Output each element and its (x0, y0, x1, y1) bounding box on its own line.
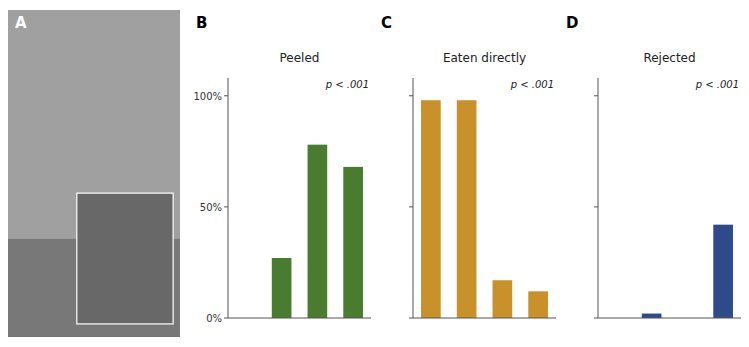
y-tick (224, 95, 228, 96)
bar (308, 145, 328, 318)
figure: B Peeled 0% 50% 100% p < .001 A C Eaten directly… (0, 0, 749, 347)
panel-label: A (15, 14, 27, 32)
y-tick (594, 206, 598, 207)
photo-inset (77, 193, 173, 324)
bar (457, 100, 477, 318)
y-tick (594, 318, 598, 319)
y-axis (598, 78, 599, 318)
y-tick (409, 95, 413, 96)
chart-title: Eaten directly (443, 51, 526, 65)
chart-title: Peeled (280, 51, 320, 65)
y-tick (224, 318, 228, 319)
bars (421, 100, 548, 318)
bar (713, 225, 733, 318)
x-axis (228, 318, 371, 319)
y-tick (594, 95, 598, 96)
bar (528, 291, 548, 318)
p-value: p < .001 (695, 79, 739, 90)
panel-label: C (381, 14, 392, 32)
y-axis (413, 78, 414, 318)
x-axis (413, 318, 556, 319)
p-value: p < .001 (325, 79, 369, 90)
y-tick-label: 100% (193, 91, 222, 102)
bar (642, 314, 662, 318)
panel-label: B (196, 14, 207, 32)
bar (493, 280, 513, 318)
bars (642, 225, 733, 318)
x-axis (598, 318, 741, 319)
y-tick (409, 318, 413, 319)
bar-chart: B Peeled 0% 50% 100% p < .001 (193, 14, 371, 324)
y-tick (409, 206, 413, 207)
chart-title: Rejected (643, 51, 695, 65)
bar (272, 258, 292, 318)
panel-label: D (566, 14, 578, 32)
bar (421, 100, 441, 318)
y-tick-label: 50% (200, 202, 222, 213)
bar-chart: C Eaten directly p < .001 (381, 14, 556, 318)
y-axis (228, 78, 229, 318)
photo-panel (8, 10, 180, 337)
bar (343, 167, 363, 318)
y-tick (224, 206, 228, 207)
photo-background (8, 10, 180, 337)
bar-chart: D Rejected p < .001 (566, 14, 741, 318)
y-tick-label: 0% (206, 313, 222, 324)
bars (272, 145, 363, 318)
p-value: p < .001 (510, 79, 554, 90)
